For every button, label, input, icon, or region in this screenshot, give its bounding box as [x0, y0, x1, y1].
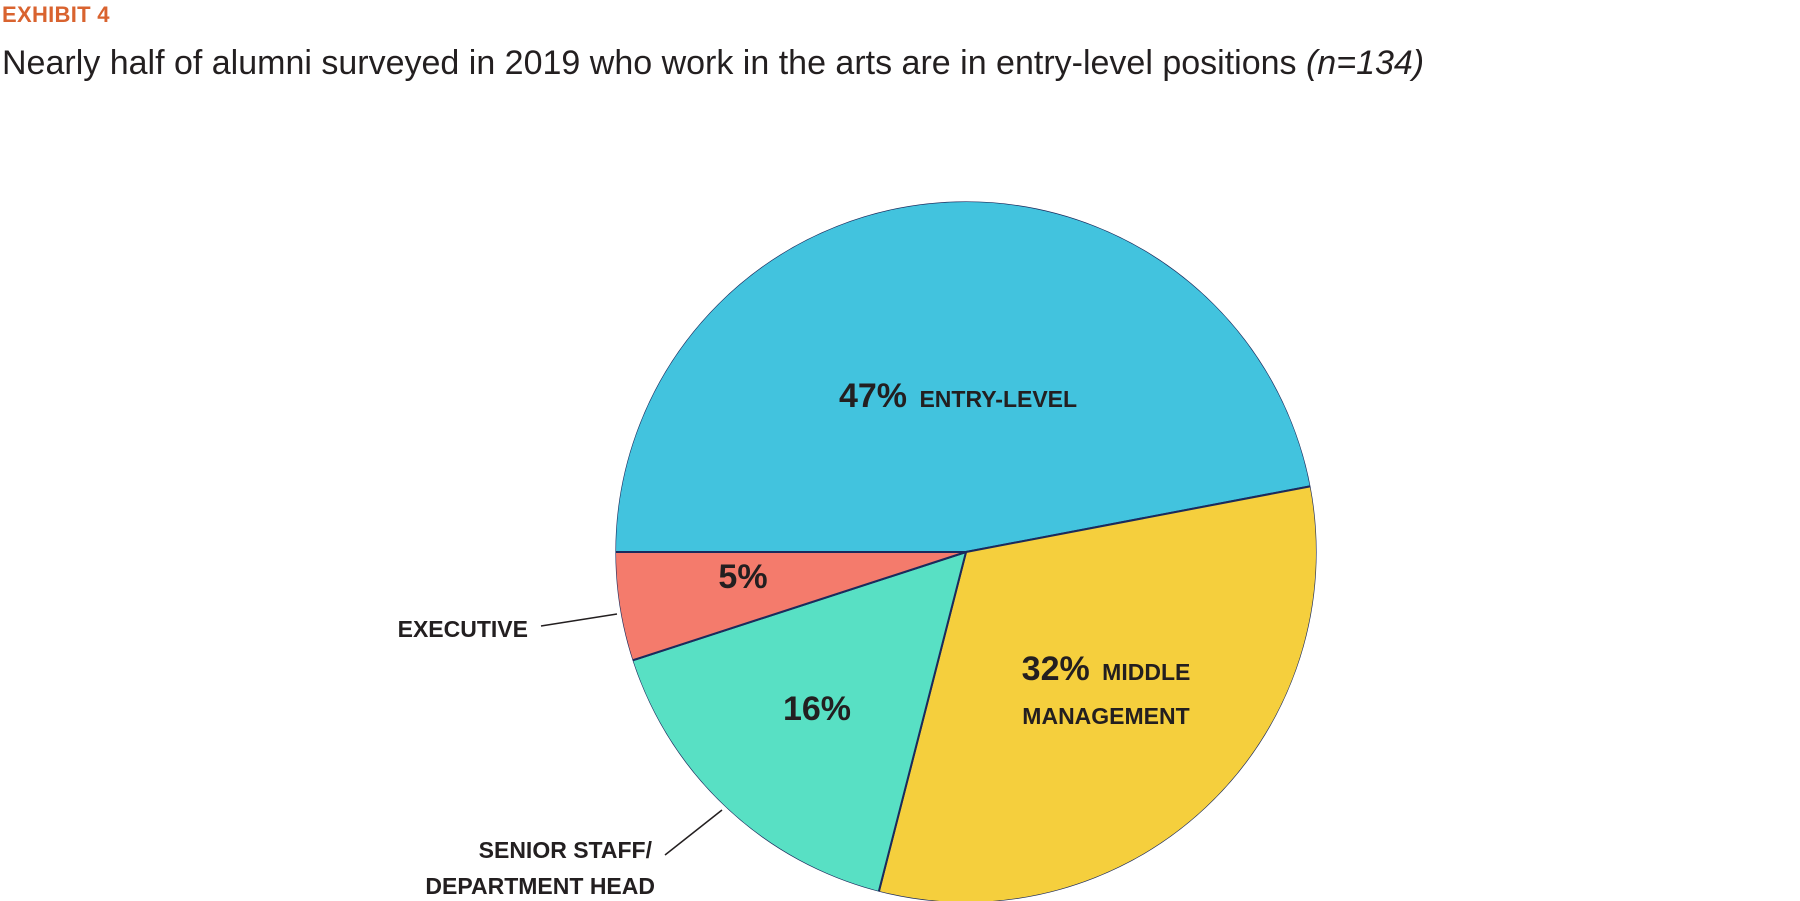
entry-level-percent: 47% [839, 377, 907, 415]
executive-category: EXECUTIVE [398, 616, 528, 642]
entry-level-label: 47% ENTRY-LEVEL [839, 377, 1077, 415]
senior-staff-category-line2: DEPARTMENT HEAD [425, 873, 655, 899]
sample-size-note: (n=134) [1305, 44, 1425, 82]
entry-level-slice [614, 200, 1312, 553]
executive-leader-line [540, 613, 618, 627]
senior-staff-category-line1: SENIOR STAFF/ [479, 837, 653, 863]
senior-staff-percent: 16% [783, 690, 851, 728]
middle-management-label-line2: MANAGEMENT [1022, 703, 1189, 729]
exhibit-label: EXHIBIT 4 [2, 2, 110, 27]
executive-percent: 5% [718, 558, 767, 596]
senior-staff-leader-line [664, 809, 723, 856]
middle-management-percent: 32% [1022, 650, 1090, 688]
pie-rim [613, 199, 1319, 901]
pie-slices [613, 199, 1319, 901]
chart-title: Nearly half of alumni surveyed in 2019 w… [2, 44, 1424, 83]
entry-level-category: ENTRY-LEVEL [919, 386, 1077, 412]
middle-management-label: 32% MIDDLE [1022, 650, 1191, 688]
chart-title-text: Nearly half of alumni surveyed in 2019 w… [2, 44, 1297, 82]
